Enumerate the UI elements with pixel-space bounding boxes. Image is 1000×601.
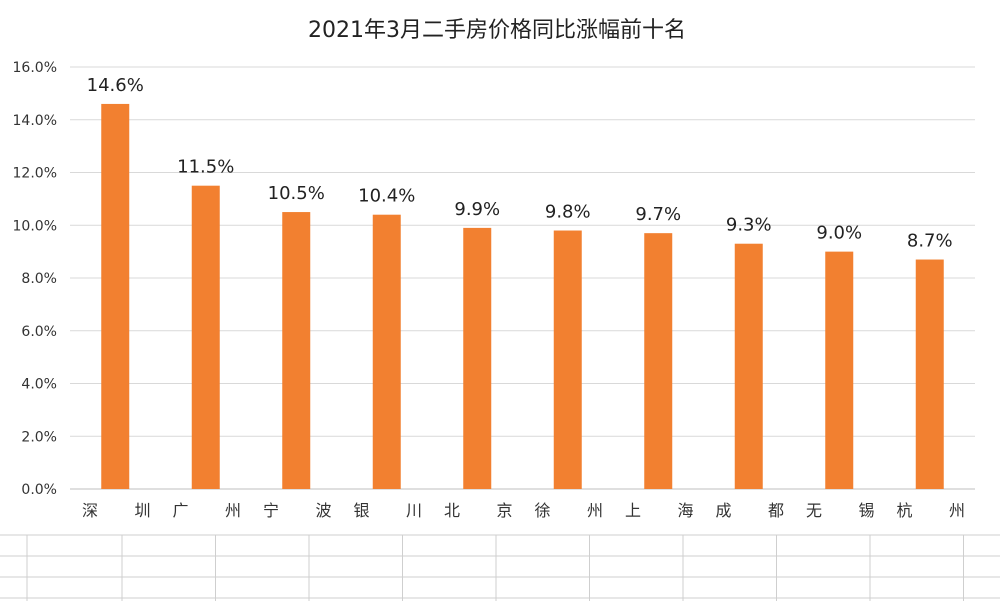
category-label: 北京 (444, 501, 513, 520)
category-label-char: 杭 (897, 501, 913, 520)
data-label: 9.9% (454, 199, 500, 220)
bars (101, 103, 944, 490)
category-label-char: 上 (625, 501, 641, 520)
bar (915, 259, 944, 489)
y-tick-label: 16.0% (13, 60, 57, 76)
category-label-char: 成 (716, 501, 732, 520)
bar (101, 103, 130, 490)
y-tick-label: 12.0% (13, 166, 57, 182)
bar (282, 212, 311, 489)
y-tick-label: 4.0% (21, 377, 57, 393)
y-tick-label: 14.0% (13, 113, 57, 129)
bar (644, 233, 673, 489)
y-axis-ticks: 0.0% 2.0% 4.0% 6.0% 8.0% 10.0% 12.0% 14.0% 16.0% (13, 60, 57, 498)
data-label: 10.4% (358, 186, 415, 207)
category-label: 广州 (173, 501, 242, 520)
bar (553, 230, 582, 489)
y-tick-label: 8.0% (21, 271, 57, 287)
category-label: 宁波 (263, 501, 332, 520)
spreadsheet-grid (0, 534, 1000, 601)
category-label: 成都 (716, 501, 785, 520)
category-label: 深圳 (82, 501, 151, 520)
category-label-char: 圳 (134, 501, 150, 520)
category-label-char: 京 (496, 501, 512, 520)
bar (191, 185, 220, 489)
x-axis-categories: 深圳广州宁波银川北京徐州上海成都无锡杭州 (82, 501, 965, 520)
category-label-char: 宁 (263, 501, 279, 520)
data-label: 14.6% (87, 75, 144, 96)
chart-title: 2021年3月二手房价格同比涨幅前十名 (308, 18, 686, 43)
bar (734, 243, 763, 489)
bar (825, 251, 854, 489)
category-label-char: 锡 (858, 501, 874, 520)
category-label: 杭州 (897, 501, 966, 520)
data-label: 9.3% (726, 215, 772, 236)
category-label-char: 州 (225, 501, 241, 520)
data-label: 9.7% (635, 204, 681, 225)
category-label-char: 徐 (535, 501, 551, 520)
y-tick-label: 2.0% (21, 429, 57, 445)
category-label-char: 无 (806, 501, 822, 520)
category-label-char: 北 (444, 501, 460, 520)
data-labels: 14.6% 11.5% 10.5% 10.4% 9.9% 9.8% 9.7% 9.3% 9.0%… (87, 75, 953, 252)
category-label-char: 川 (406, 501, 422, 520)
category-label-char: 深 (82, 501, 98, 520)
category-label-char: 波 (315, 501, 331, 520)
data-label: 10.5% (268, 183, 325, 204)
category-label: 徐州 (535, 501, 604, 520)
y-tick-label: 0.0% (21, 482, 57, 498)
y-tick-label: 6.0% (21, 324, 57, 340)
y-tick-label: 10.0% (13, 218, 57, 234)
bar (463, 227, 492, 489)
bar (372, 214, 401, 489)
data-label: 11.5% (177, 157, 234, 178)
category-label: 无锡 (806, 501, 875, 520)
category-label: 银川 (354, 501, 423, 520)
category-label: 上海 (625, 501, 694, 520)
data-label: 8.7% (907, 231, 953, 252)
category-label-char: 州 (587, 501, 603, 520)
category-label-char: 海 (677, 501, 693, 520)
gridlines (70, 66, 975, 490)
category-label-char: 银 (354, 501, 370, 520)
category-label-char: 州 (949, 501, 965, 520)
category-label-char: 都 (768, 501, 784, 520)
data-label: 9.0% (816, 223, 862, 244)
data-label: 9.8% (545, 202, 591, 223)
category-label-char: 广 (173, 501, 189, 520)
